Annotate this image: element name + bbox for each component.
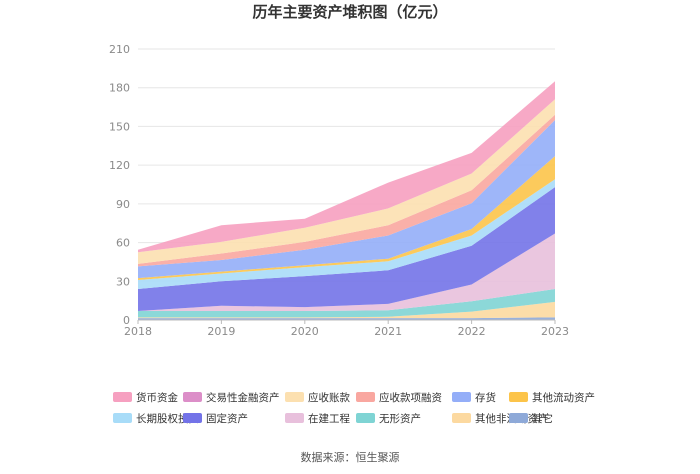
legend-swatch: [356, 413, 375, 423]
legend-swatch: [356, 392, 375, 402]
x-tick-label: 2018: [124, 325, 152, 338]
legend-swatch: [452, 392, 471, 402]
x-tick-label: 2019: [207, 325, 235, 338]
area-series-9: [138, 99, 555, 264]
y-tick-label: 90: [116, 198, 130, 211]
chart-title: 历年主要资产堆积图（亿元）: [252, 3, 447, 21]
legend-item[interactable]: 在建工程: [285, 412, 350, 425]
legend-swatch: [113, 413, 132, 423]
y-tick-label: 150: [109, 120, 130, 133]
legend-item[interactable]: 其它: [509, 412, 553, 425]
area-series-11: [138, 81, 555, 253]
legend-label: 货币资金: [136, 391, 178, 404]
area-series-5: [138, 179, 555, 289]
legend-swatch: [113, 392, 132, 402]
x-tick-label: 2022: [458, 325, 486, 338]
legend-label: 其他流动资产: [532, 391, 595, 404]
legend-label: 应收款项融资: [379, 391, 442, 404]
legend-item[interactable]: 无形资产: [356, 412, 421, 425]
legend-item[interactable]: 存货: [452, 391, 496, 404]
y-tick-label: 60: [116, 237, 130, 250]
legend-swatch: [183, 392, 202, 402]
area-series-3: [138, 233, 555, 311]
legend-label: 存货: [475, 391, 496, 404]
legend-label: 无形资产: [379, 412, 421, 425]
area-series-8: [138, 114, 555, 267]
legend-label: 固定资产: [206, 412, 248, 425]
legend-label: 应收账款: [308, 391, 350, 404]
y-tick-label: 120: [109, 159, 130, 172]
area-series-2: [138, 289, 555, 318]
data-source-note: 数据来源：恒生聚源: [301, 450, 400, 464]
area-series-4: [138, 187, 555, 311]
area-series-0: [138, 317, 555, 320]
legend-item[interactable]: 其他流动资产: [509, 391, 595, 404]
legend-swatch: [509, 413, 528, 423]
legend-item[interactable]: 应收款项融资: [356, 391, 442, 404]
legend-item[interactable]: 交易性金融资产: [183, 391, 280, 404]
area-series-7: [138, 120, 555, 279]
y-tick-label: 0: [123, 314, 130, 327]
x-tick-label: 2023: [541, 325, 569, 338]
legend-swatch: [509, 392, 528, 402]
y-tick-label: 180: [109, 82, 130, 95]
area-series-1: [138, 301, 555, 319]
legend-swatch: [452, 413, 471, 423]
x-tick-label: 2021: [374, 325, 402, 338]
legend-swatch: [183, 413, 202, 423]
legend-item[interactable]: 固定资产: [183, 412, 248, 425]
legend-item[interactable]: 货币资金: [113, 391, 178, 404]
legend-label: 其它: [532, 412, 553, 425]
legend-swatch: [285, 392, 304, 402]
legend-item[interactable]: 应收账款: [285, 391, 350, 404]
y-tick-label: 30: [116, 275, 130, 288]
legend-swatch: [285, 413, 304, 423]
x-tick-label: 2020: [291, 325, 319, 338]
legend-label: 交易性金融资产: [206, 391, 280, 404]
y-tick-label: 210: [109, 43, 130, 56]
legend-label: 在建工程: [308, 412, 350, 425]
